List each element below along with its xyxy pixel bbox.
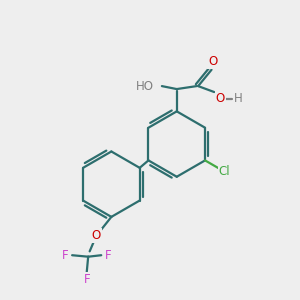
Text: O: O bbox=[215, 92, 225, 105]
Text: F: F bbox=[62, 249, 69, 262]
Text: HO: HO bbox=[136, 80, 154, 93]
Text: F: F bbox=[105, 249, 111, 262]
Text: O: O bbox=[208, 55, 217, 68]
Text: O: O bbox=[92, 229, 101, 242]
Text: Cl: Cl bbox=[219, 165, 230, 178]
Text: F: F bbox=[83, 273, 90, 286]
Text: H: H bbox=[234, 92, 242, 105]
